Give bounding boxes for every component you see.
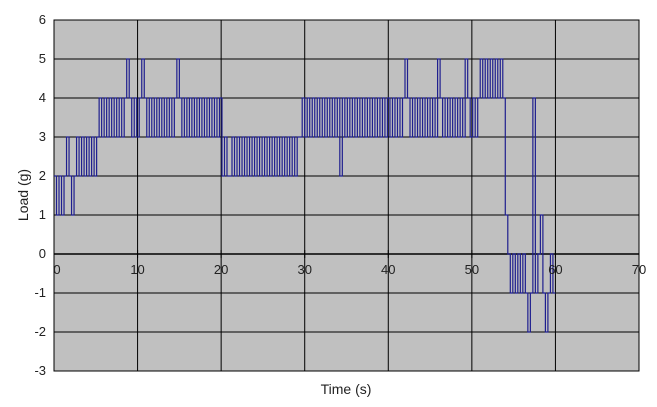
x-tick-label: 50: [465, 262, 479, 277]
plot-area: [54, 20, 639, 371]
series-line: [54, 58, 556, 333]
y-tick-label: -2: [34, 324, 46, 339]
y-tick-label: 4: [39, 90, 46, 105]
x-tick-label: 30: [297, 262, 311, 277]
x-tick-label: 40: [381, 262, 395, 277]
y-tick-label: 3: [39, 129, 46, 144]
y-tick-label: 0: [39, 246, 46, 261]
x-tick-label: 60: [548, 262, 562, 277]
x-tick-label: 10: [130, 262, 144, 277]
x-axis-title: Time (s): [321, 381, 372, 397]
x-tick-labels: 0 10 20 30 40 50 60 70: [53, 262, 646, 277]
x-tick-label: 0: [53, 262, 60, 277]
y-tick-label: -1: [34, 285, 46, 300]
y-axis-title: Load (g): [15, 169, 31, 221]
y-tick-label: 2: [39, 168, 46, 183]
y-tick-label: 1: [39, 207, 46, 222]
x-tick-label: 70: [632, 262, 646, 277]
y-tick-label: 5: [39, 51, 46, 66]
y-tick-labels: -3 -2 -1 0 1 2 3 4 5 6: [34, 12, 46, 378]
y-tick-label: 6: [39, 12, 46, 27]
y-tick-label: -3: [34, 363, 46, 378]
plot-border: [53, 19, 640, 372]
series-group: [54, 58, 556, 333]
x-tick-label: 20: [214, 262, 228, 277]
